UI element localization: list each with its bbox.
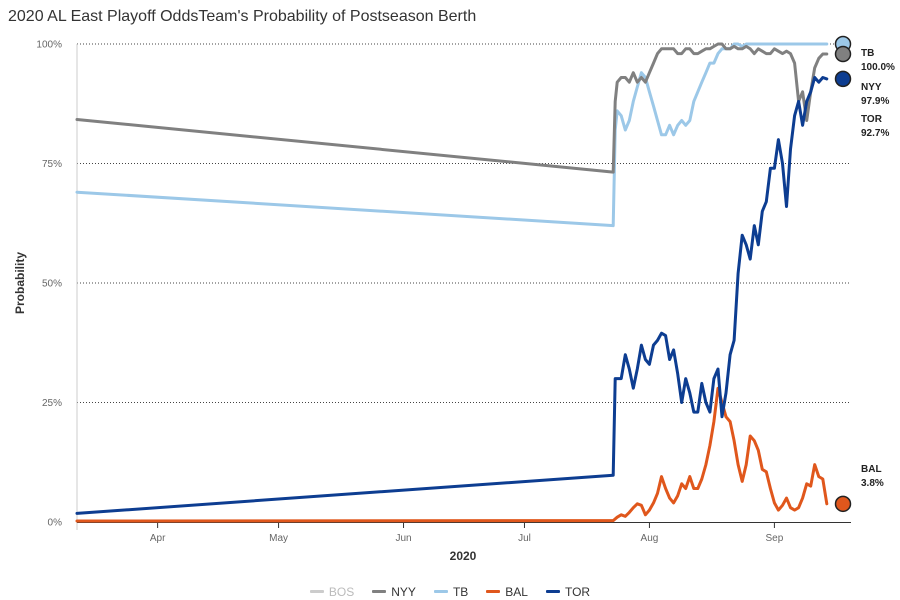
y-axis-title: Probability xyxy=(13,252,27,314)
legend-item-tb[interactable]: TB xyxy=(433,584,469,599)
end-label-value: 92.7% xyxy=(861,128,889,139)
end-label-value: 97.9% xyxy=(861,96,889,107)
legend-swatch xyxy=(433,590,448,593)
legend-item-bal[interactable]: BAL xyxy=(486,585,528,599)
x-tick-label: May xyxy=(269,533,288,544)
line-chart: 0% 25% 50% 75% 100% Apr May Jun Jul Aug Sep NYY 97.… xyxy=(13,35,895,563)
end-marker-nyy xyxy=(834,45,852,63)
series-line-tor xyxy=(75,76,829,515)
end-label-team: BAL xyxy=(861,464,882,475)
axes: 0% 25% 50% 75% 100% Apr May Jun Jul Aug Sep xyxy=(36,40,851,544)
end-marker-bal xyxy=(834,495,852,513)
series-line-tb xyxy=(75,42,829,228)
x-tick-label: Sep xyxy=(766,533,784,544)
series-lines xyxy=(75,42,829,523)
legend-item-tor[interactable]: TOR xyxy=(545,584,591,599)
end-labels: NYY 97.9% TB 100.0% BAL 3.8% TOR 92.7% xyxy=(861,48,895,489)
chart-title: 2020 AL East Playoff OddsTeam's Probabil… xyxy=(8,8,477,25)
end-label-value: 100.0% xyxy=(861,62,895,73)
end-label-team: NYY xyxy=(861,82,882,93)
series-line-nyy xyxy=(75,42,829,174)
series-line-bal xyxy=(75,386,829,523)
end-label-team: TOR xyxy=(861,114,883,125)
y-tick-label: 75% xyxy=(42,159,62,170)
legend-label: TB xyxy=(452,584,469,599)
legend-label: BAL xyxy=(505,584,528,599)
x-tick-label: Jun xyxy=(395,533,411,544)
legend-swatch xyxy=(486,590,501,593)
legend-swatch xyxy=(309,590,324,593)
legend-label: BOS xyxy=(328,584,355,599)
legend: BOS NYY TB BAL TOR xyxy=(0,582,900,599)
end-marker-tor xyxy=(834,70,852,88)
legend-label: NYY xyxy=(391,584,416,599)
legend-item-nyy[interactable]: NYY xyxy=(372,585,416,599)
y-tick-label: 0% xyxy=(48,518,63,529)
legend-item-bos[interactable]: BOS xyxy=(309,584,355,599)
grid-lines xyxy=(77,43,851,403)
end-markers xyxy=(834,35,852,513)
end-label-team: TB xyxy=(861,48,874,59)
end-label-value: 3.8% xyxy=(861,478,884,489)
legend-label: TOR xyxy=(564,584,591,599)
y-tick-label: 100% xyxy=(36,40,62,51)
x-tick-label: Jul xyxy=(518,533,531,544)
legend-swatch xyxy=(372,590,387,593)
x-axis-title: 2020 xyxy=(450,549,477,563)
x-tick-label: Aug xyxy=(641,533,659,544)
y-tick-label: 50% xyxy=(42,279,62,290)
y-tick-label: 25% xyxy=(42,398,62,409)
legend-swatch xyxy=(545,590,560,593)
x-tick-label: Apr xyxy=(150,533,166,544)
